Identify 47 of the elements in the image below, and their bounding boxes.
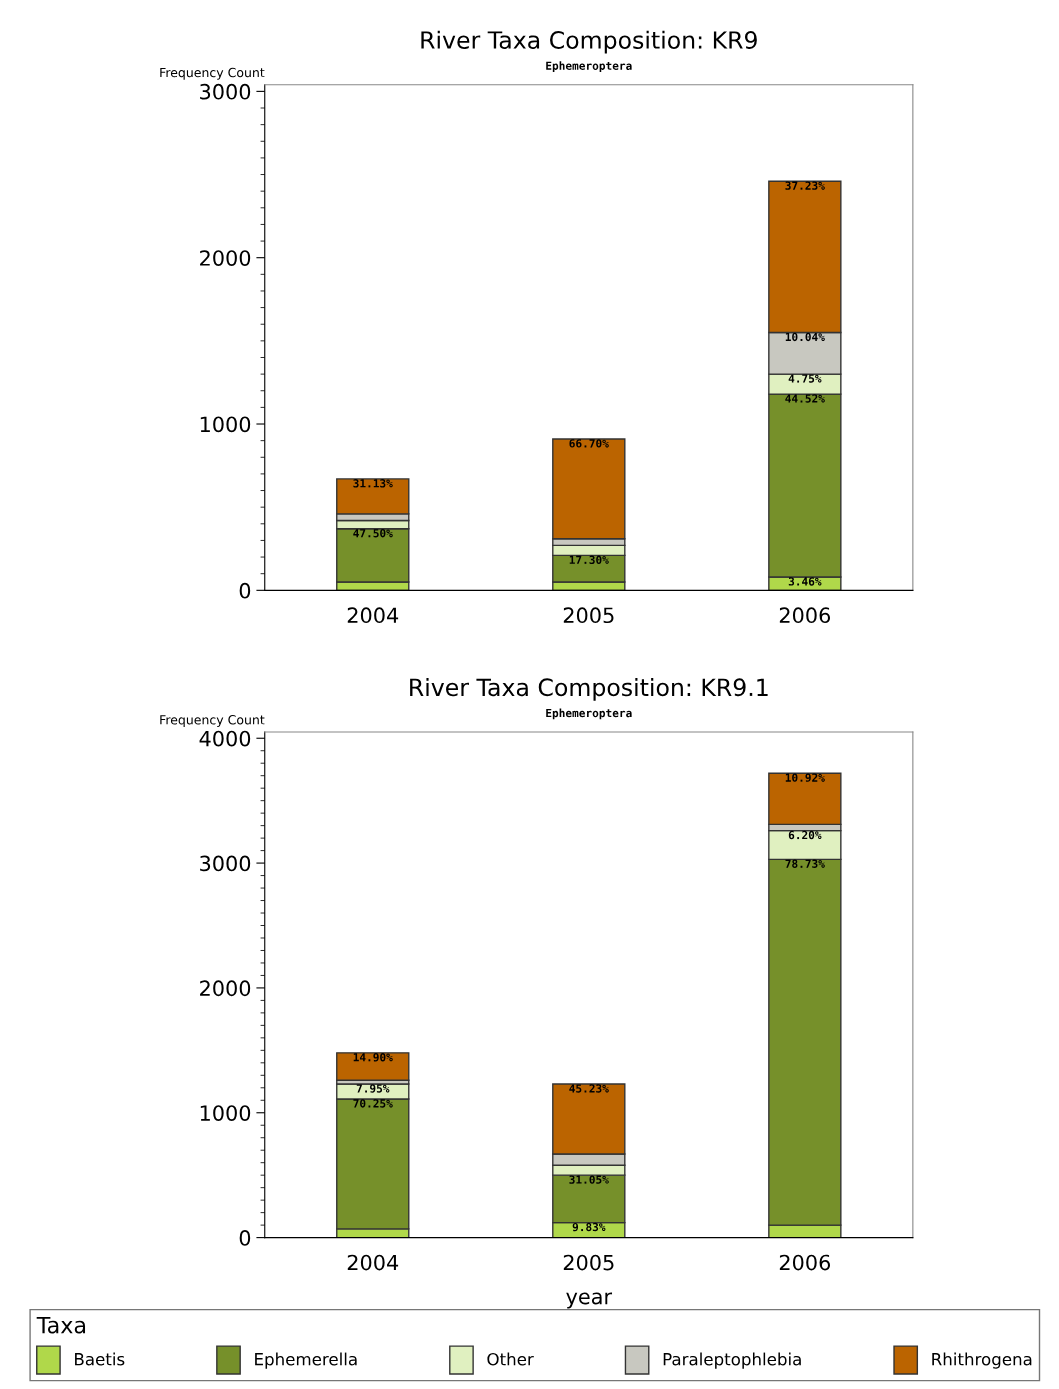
annotation: 10.04% bbox=[785, 332, 825, 342]
x-tick-label: 2004 bbox=[347, 607, 399, 624]
annotation: 7.95% bbox=[356, 1084, 390, 1093]
x-tick-label: 2005 bbox=[563, 1254, 614, 1271]
legend-label: Ephemerella bbox=[255, 1352, 357, 1369]
bar bbox=[336, 1052, 410, 1081]
y-tick-label: 0 bbox=[239, 1230, 251, 1246]
legend-title: Taxa bbox=[36, 1316, 86, 1334]
y-tick-label: 3000 bbox=[200, 855, 251, 872]
chart-subtitle: Ephemeroptera bbox=[546, 708, 632, 720]
chart-title: River Taxa Composition: KR9.1 bbox=[410, 677, 768, 701]
annotation: 6.20% bbox=[788, 830, 822, 840]
annotation: 66.70% bbox=[569, 439, 609, 448]
chart-title: River Taxa Composition: KR9 bbox=[421, 30, 757, 54]
y-tick-label: 1000 bbox=[200, 416, 251, 433]
annotation: 10.92% bbox=[785, 773, 825, 782]
annotation: 3.46% bbox=[788, 577, 822, 586]
annotation: 9.83% bbox=[572, 1222, 606, 1232]
annotation: 45.23% bbox=[569, 1084, 609, 1093]
legend-label: Paraleptophlebia bbox=[663, 1352, 801, 1369]
y-tick-label: 1000 bbox=[200, 1105, 251, 1121]
x-tick-label: 2006 bbox=[779, 607, 831, 624]
y-tick-label: 0 bbox=[239, 582, 251, 599]
x-tick-label: 2006 bbox=[779, 1254, 831, 1271]
y-axis-title: Frequency Count bbox=[160, 67, 265, 80]
annotation: 70.25% bbox=[353, 1099, 393, 1108]
y-axis-title: Frequency Count bbox=[160, 715, 265, 727]
annotation: 17.30% bbox=[569, 555, 609, 564]
chart-subtitle: Ephemeroptera bbox=[546, 61, 632, 73]
y-tick-label: 3000 bbox=[200, 83, 251, 100]
y-tick-label: 2000 bbox=[200, 250, 251, 266]
annotation: 4.75% bbox=[788, 374, 822, 383]
annotation: 31.13% bbox=[353, 479, 393, 488]
annotation: 47.50% bbox=[353, 528, 393, 538]
y-tick-label: 4000 bbox=[199, 730, 251, 747]
x-axis-title: year bbox=[566, 1292, 613, 1309]
annotation: 31.05% bbox=[569, 1175, 609, 1184]
x-tick-label: 2004 bbox=[347, 1254, 399, 1271]
annotation: 44.52% bbox=[785, 394, 825, 403]
y-tick-label: 2000 bbox=[200, 980, 251, 997]
x-tick-label: 2005 bbox=[563, 607, 614, 624]
legend-label: Baetis bbox=[75, 1352, 125, 1366]
annotation: 78.73% bbox=[785, 859, 825, 868]
annotation: 14.90% bbox=[353, 1053, 393, 1062]
legend-label: Rhithrogena bbox=[932, 1352, 1032, 1369]
annotation: 37.23% bbox=[785, 181, 825, 190]
legend-label: Other bbox=[487, 1352, 534, 1366]
